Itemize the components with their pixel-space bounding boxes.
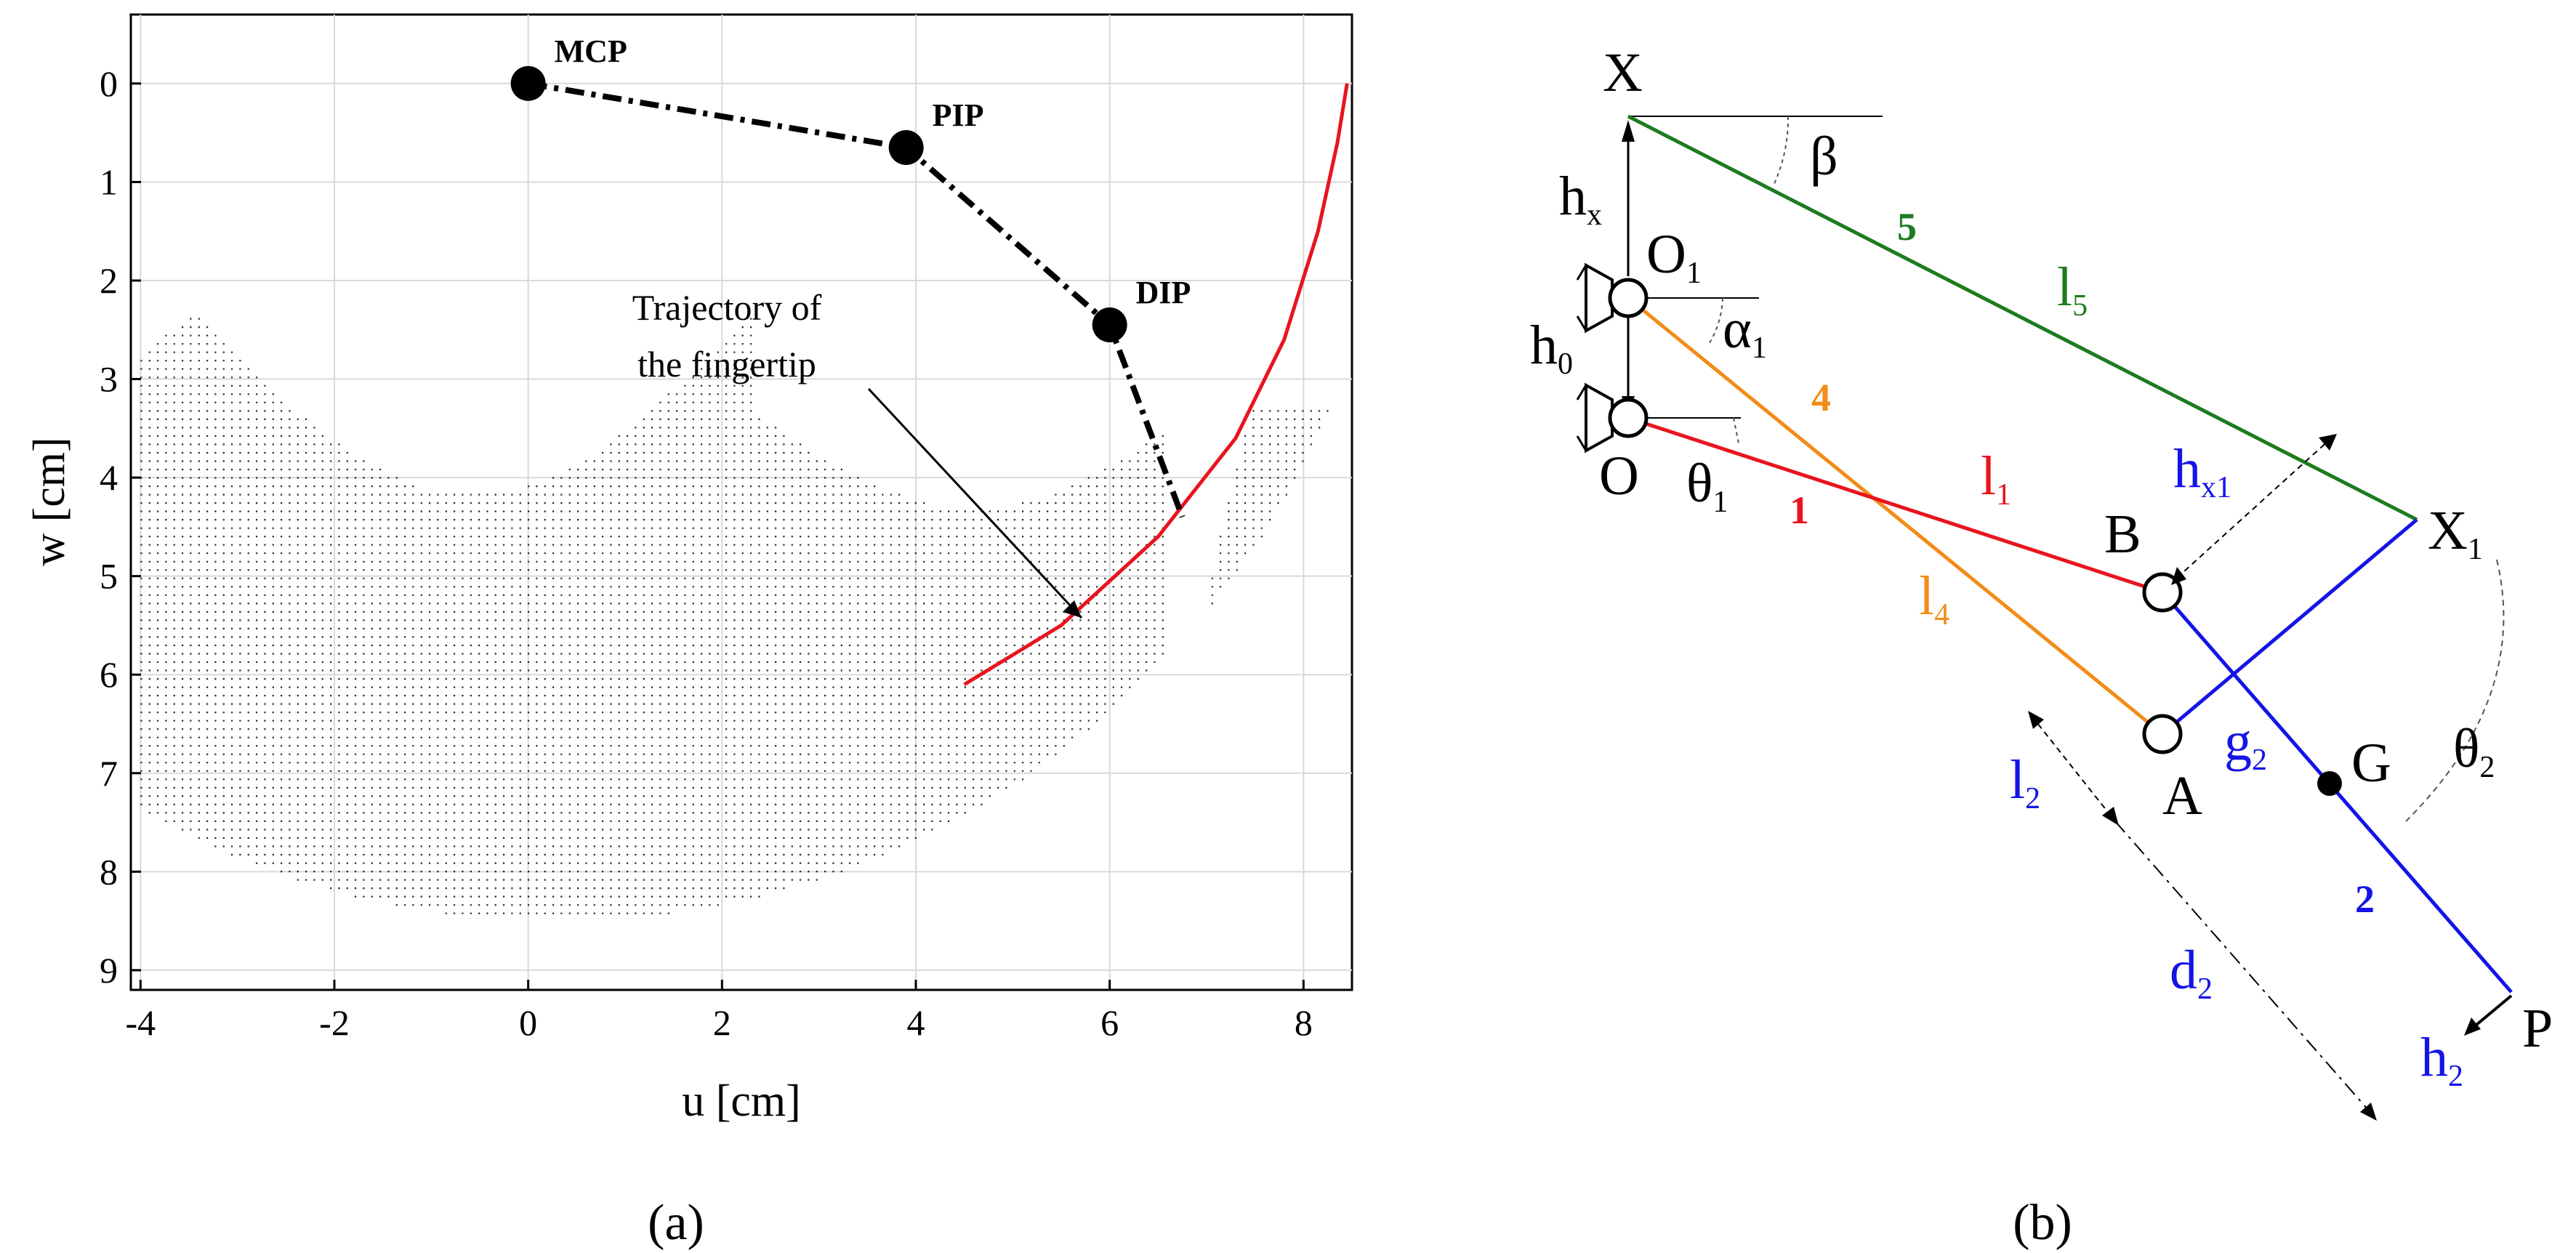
- label-h0: h0: [1530, 315, 1573, 381]
- x-tick-label: 0: [519, 1002, 537, 1043]
- x-axis-label: u [cm]: [682, 1076, 801, 1126]
- d2-arrowhead-bottom: [2360, 1103, 2377, 1121]
- label-link-2: 2: [2355, 877, 2375, 921]
- hx1-arrowhead-top: [2319, 434, 2337, 451]
- joint-markers: MCP PIP DIP: [510, 33, 1191, 342]
- label-l1: l1: [1981, 446, 2011, 512]
- joint-g: [2317, 771, 2342, 796]
- label-theta2: θ2: [2453, 718, 2495, 784]
- beta-arc: [1773, 116, 1790, 186]
- x-tick-labels: -4 -2 0 2 4 6 8: [126, 1002, 1313, 1043]
- joint-pip: [888, 130, 924, 165]
- label-alpha1: α1: [1723, 299, 1767, 365]
- y-tick-label: 2: [100, 260, 118, 301]
- label-hx: hx: [1559, 166, 1602, 232]
- hx-arrowhead: [1622, 120, 1635, 142]
- y-tick-label: 9: [100, 950, 118, 991]
- label-l4: l4: [1919, 565, 1949, 632]
- joint-label-dip: DIP: [1136, 275, 1191, 310]
- joint-o: [1608, 398, 1649, 438]
- y-tick-label: 5: [100, 556, 118, 597]
- ground-support-o: [1576, 382, 1614, 454]
- label-d2: d2: [2170, 940, 2213, 1006]
- panel-a: -4 -2 0 2 4 6 8 0 1 2 3 4 5 6 7 8 9 MCP PIP DIP u [cm] w …: [25, 13, 1353, 1251]
- label-b: B: [2104, 504, 2141, 565]
- y-tick-label: 1: [100, 161, 118, 202]
- link-ax1: [2161, 518, 2418, 736]
- joint-label-pip: PIP: [933, 97, 984, 133]
- label-l2: l2: [2010, 749, 2040, 815]
- joint-dip: [1092, 307, 1127, 342]
- joint-a: [2142, 714, 2183, 754]
- hx1-arrowhead-bottom: [2171, 567, 2186, 585]
- x-tick-label: -4: [126, 1002, 156, 1043]
- y-tick-label: 7: [100, 753, 118, 794]
- label-o1: O1: [1646, 224, 1702, 290]
- label-l5: l5: [2057, 257, 2088, 323]
- y-tick-label: 4: [100, 457, 118, 498]
- d2-dimension: [2114, 821, 2374, 1116]
- x-tick-label: 4: [907, 1002, 925, 1043]
- y-axis-label: w [cm]: [25, 437, 74, 565]
- label-hx1: hx1: [2173, 438, 2231, 504]
- theta1-arc: [1733, 417, 1739, 444]
- label-link-1: 1: [1790, 488, 1809, 532]
- label-link-4: 4: [1811, 376, 1831, 419]
- x-tick-label: 6: [1100, 1002, 1119, 1043]
- panel-b-caption: (b): [2013, 1195, 2072, 1251]
- label-x1: X1: [2428, 500, 2483, 566]
- theta2-arc: [2405, 559, 2505, 822]
- label-h2: h2: [2420, 1027, 2463, 1093]
- y-tick-label: 6: [100, 654, 118, 695]
- panel-a-caption: (a): [648, 1195, 704, 1251]
- label-x: X: [1603, 42, 1643, 103]
- l2-arrowhead-top: [2028, 711, 2044, 729]
- x-tick-label: 8: [1295, 1002, 1313, 1043]
- hx1-dimension: [2176, 439, 2330, 579]
- label-link-5: 5: [1897, 205, 1917, 249]
- label-a: A: [2162, 765, 2202, 826]
- alpha1-arc: [1707, 297, 1723, 346]
- link-5: [1627, 114, 2418, 522]
- label-g: G: [2351, 733, 2391, 794]
- joint-o1: [1608, 278, 1649, 318]
- y-tick-label: 3: [100, 359, 118, 400]
- joint-mcp: [510, 65, 546, 101]
- link-4: [1627, 297, 2164, 736]
- label-theta1: θ1: [1686, 453, 1728, 519]
- ground-support-o1: [1576, 262, 1614, 334]
- label-beta: β: [1810, 126, 1838, 187]
- annotation-arrow: [867, 387, 1083, 619]
- joint-b: [2142, 572, 2183, 613]
- finger-links: [528, 80, 1186, 518]
- panel-b: X β hx O1 α1 h0 O θ1 5 l5 4 1 l1 hx1 X1 …: [1530, 42, 2553, 1251]
- y-tick-label: 8: [100, 851, 118, 892]
- x-tick-label: 2: [713, 1002, 731, 1043]
- link-1: [1627, 416, 2163, 595]
- label-p: P: [2522, 998, 2553, 1059]
- y-tick-labels: 0 1 2 3 4 5 6 7 8 9: [100, 63, 118, 991]
- label-o: O: [1599, 446, 1639, 507]
- y-tick-label: 0: [100, 63, 118, 104]
- l2-dimension: [2031, 715, 2116, 822]
- h2-arrowhead: [2464, 1018, 2481, 1036]
- l2-arrowhead-bottom: [2102, 807, 2119, 826]
- annotation-line2: the fingertip: [637, 344, 816, 384]
- annotation-arrowhead: [1063, 600, 1082, 618]
- joint-label-mcp: MCP: [555, 33, 627, 69]
- annotation-line1: Trajectory of: [632, 287, 822, 328]
- label-g2: g2: [2224, 711, 2267, 777]
- x-tick-label: -2: [319, 1002, 350, 1043]
